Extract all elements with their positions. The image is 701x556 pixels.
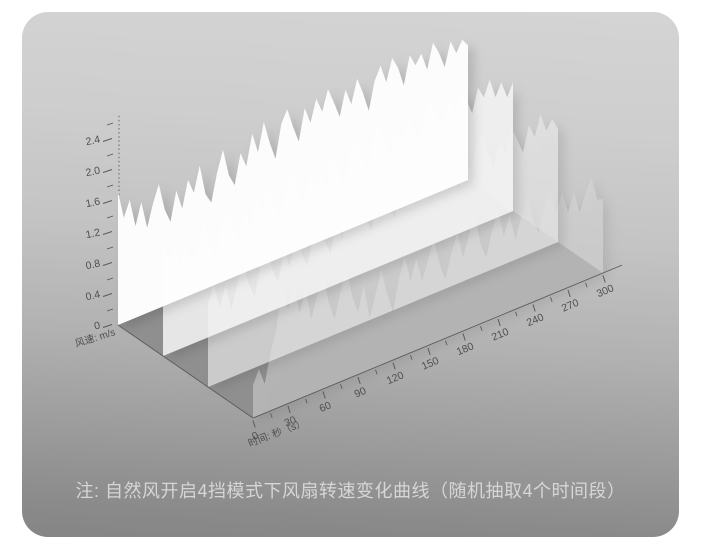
series-area-period-1 [118,39,468,326]
y-major-tick [102,138,113,142]
x-tick-label: 270 [560,297,581,315]
x-major-tick [567,289,571,298]
y-minor-tick [106,246,114,250]
x-major-tick [532,304,536,312]
x-major-tick [497,318,501,327]
x-minor-tick [270,413,273,418]
y-major-tick [102,231,113,235]
x-minor-tick [515,311,518,317]
y-major-tick [102,169,113,173]
y-tick-label: 1.6 [85,196,102,211]
x-minor-tick [340,384,343,389]
y-tick-label: 2.0 [85,165,102,180]
y-tick-label: 0.8 [85,258,102,273]
x-major-tick [252,420,256,428]
x-minor-tick [410,355,413,360]
x-minor-tick [550,297,553,302]
chart-note-caption: 注: 自然风开启4挡模式下风扇转速变化曲线（随机抽取4个时间段） [75,481,626,501]
y-major-tick [102,293,113,297]
x-major-tick [602,275,606,283]
y-minor-tick [106,153,114,157]
x-minor-tick [445,340,448,346]
y-minor-tick [106,215,114,219]
y-minor-tick [106,184,114,188]
x-major-tick [357,376,361,385]
x-major-tick [287,405,291,414]
y-tick-label: 0.4 [85,289,102,304]
y-tick-label: 2.4 [85,134,102,149]
x-tick-label: 150 [420,355,441,373]
y-major-tick [102,200,113,204]
y-tick-label: 0 [93,320,101,333]
x-tick-label: 240 [525,311,546,329]
x-minor-tick [480,326,483,331]
x-major-tick [462,333,466,341]
y-minor-tick [106,277,114,281]
x-tick-label: 0 [250,430,260,443]
y-major-tick [102,324,113,328]
x-major-tick [322,391,326,399]
x-tick-label: 60 [318,399,334,415]
x-minor-tick [305,398,308,404]
x-tick-label: 30 [283,414,299,430]
series-area-period-4 [253,177,603,418]
depth-axis-line [117,324,254,419]
y-major-tick [102,262,113,266]
x-axis-line [252,264,623,419]
x-major-tick [427,347,431,356]
y-minor-tick [106,122,114,126]
x-tick-label: 90 [353,385,369,401]
x-tick-label: 300 [595,282,616,300]
series-areas [118,39,603,418]
x-tick-label: 210 [490,326,511,344]
x-tick-label: 120 [385,369,406,387]
y-minor-tick [106,308,114,312]
axes-and-ticks [102,122,623,428]
x-tick-label: 180 [455,340,476,358]
y-tick-label: 1.2 [85,227,102,242]
x-major-tick [392,362,396,370]
x-minor-tick [375,369,378,375]
x-minor-tick [585,282,588,288]
